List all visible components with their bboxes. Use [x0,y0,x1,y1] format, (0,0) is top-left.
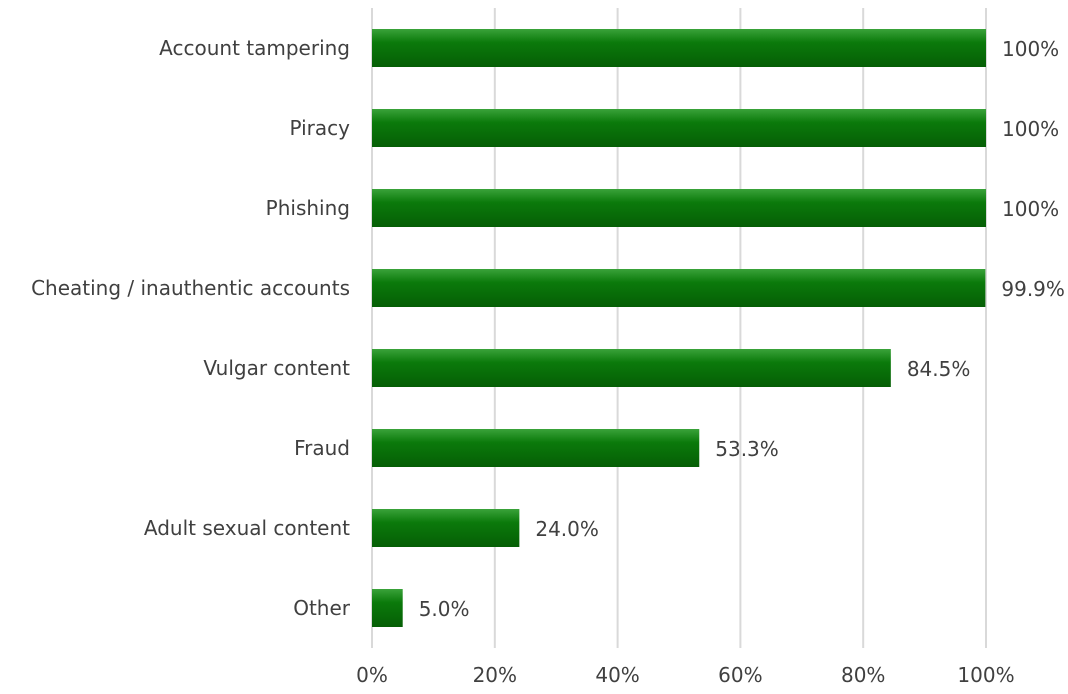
category-label: Other [293,596,351,620]
data-label: 100% [1002,37,1059,61]
data-label: 84.5% [907,357,971,381]
category-label: Account tampering [159,36,350,60]
data-labels: 100% 100% 100% 99.9% 84.5% 53.3% 24.0% 5.0% [419,37,1065,621]
x-tick-label: 0% [356,663,388,687]
bar [372,109,986,147]
x-tick-label: 100% [957,663,1014,687]
bar [372,589,403,627]
x-tick-label: 20% [473,663,517,687]
x-tick-label: 40% [595,663,639,687]
category-label: Cheating / inauthentic accounts [31,276,350,300]
bar [372,29,986,67]
bar [372,509,520,547]
category-label: Adult sexual content [144,516,350,540]
data-label: 53.3% [715,437,779,461]
category-label: Piracy [290,116,351,140]
x-axis-ticks: 0% 20% 40% 60% 80% 100% [356,663,1014,687]
x-tick-label: 60% [718,663,762,687]
data-label: 5.0% [419,597,470,621]
category-label: Phishing [266,196,350,220]
bar [372,189,986,227]
gridlines [371,8,987,648]
data-label: 100% [1002,117,1059,141]
category-label: Fraud [294,436,350,460]
data-label: 100% [1002,197,1059,221]
x-tick-label: 80% [841,663,885,687]
category-label: Vulgar content [203,356,350,380]
data-label: 24.0% [535,517,599,541]
bar [372,429,700,467]
category-labels: Account tampering Piracy Phishing Cheating … [31,36,351,620]
bar [372,269,986,307]
data-label: 99.9% [1001,277,1065,301]
bar [372,349,891,387]
bars [372,29,986,627]
